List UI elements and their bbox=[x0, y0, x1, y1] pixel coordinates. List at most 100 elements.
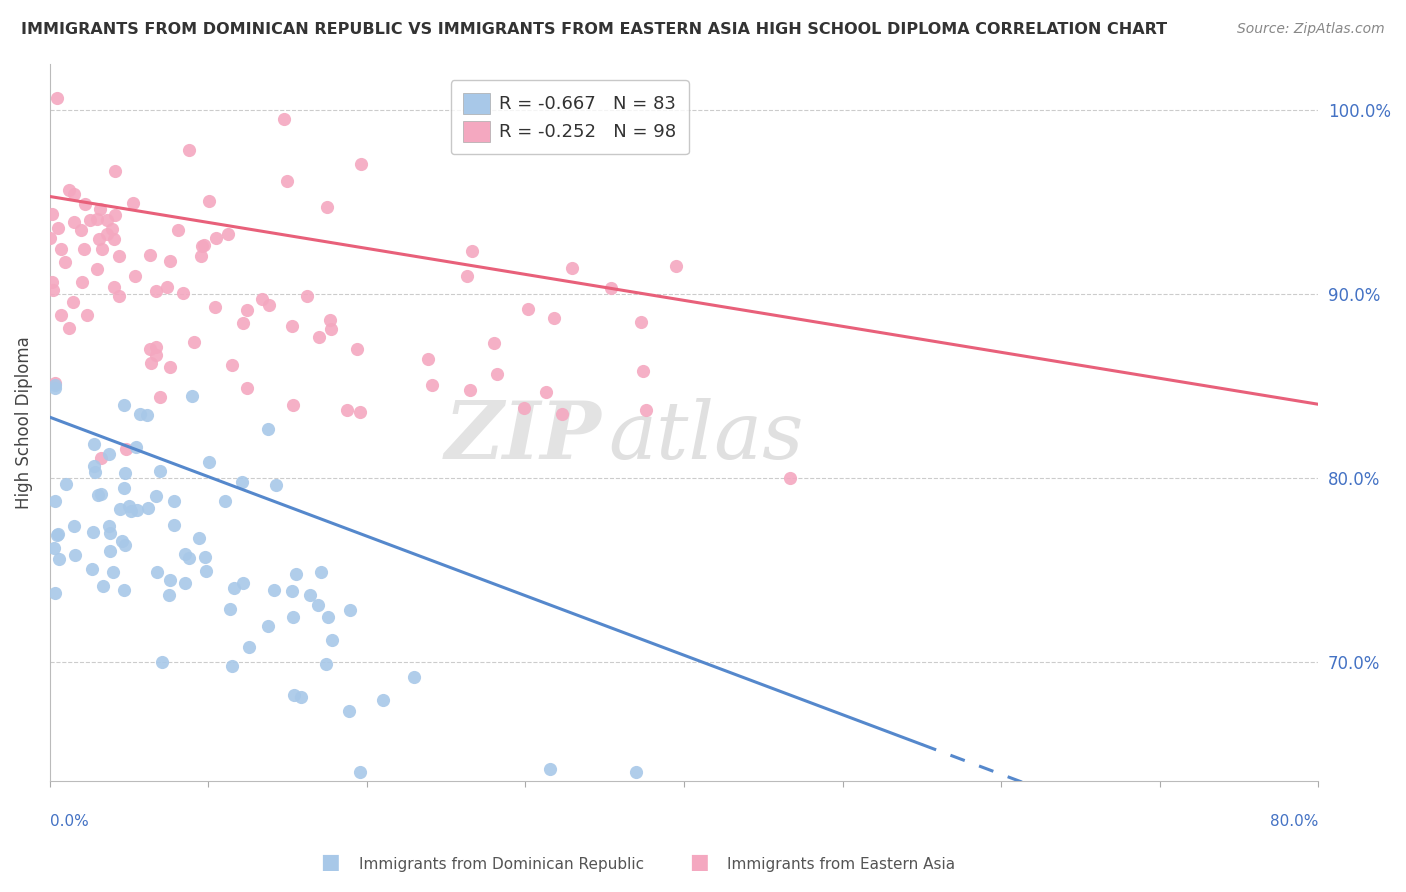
Text: Immigrants from Eastern Asia: Immigrants from Eastern Asia bbox=[727, 857, 955, 872]
Point bbox=[205, 231, 228, 245]
Point bbox=[219, 601, 242, 615]
Point bbox=[108, 249, 131, 263]
Point bbox=[86, 262, 108, 277]
Point bbox=[97, 519, 120, 533]
Point bbox=[194, 549, 217, 564]
Point bbox=[63, 548, 86, 562]
Point bbox=[146, 565, 169, 579]
Point bbox=[58, 321, 80, 335]
Point bbox=[41, 207, 63, 221]
Point bbox=[44, 493, 66, 508]
Point bbox=[337, 704, 360, 718]
Point bbox=[420, 377, 443, 392]
Point bbox=[232, 575, 254, 590]
Point bbox=[73, 242, 96, 256]
Point bbox=[112, 481, 135, 495]
Point bbox=[263, 582, 285, 597]
Point bbox=[75, 197, 97, 211]
Point bbox=[42, 541, 65, 555]
Text: atlas: atlas bbox=[607, 398, 803, 475]
Point bbox=[285, 567, 308, 582]
Point bbox=[145, 489, 167, 503]
Point bbox=[339, 602, 361, 616]
Text: ZIP: ZIP bbox=[444, 398, 602, 475]
Point bbox=[91, 579, 114, 593]
Point bbox=[62, 519, 84, 533]
Point bbox=[89, 202, 111, 217]
Point bbox=[551, 407, 574, 421]
Point bbox=[484, 335, 506, 350]
Point bbox=[624, 765, 647, 780]
Point bbox=[321, 322, 343, 336]
Point bbox=[259, 298, 281, 312]
Point bbox=[145, 340, 167, 354]
Point bbox=[117, 499, 139, 513]
Point bbox=[534, 385, 557, 400]
Point bbox=[222, 581, 245, 595]
Point bbox=[79, 213, 101, 227]
Point bbox=[122, 195, 145, 210]
Point bbox=[90, 451, 112, 466]
Point bbox=[485, 367, 508, 381]
Point bbox=[231, 475, 253, 490]
Text: IMMIGRANTS FROM DOMINICAN REPUBLIC VS IMMIGRANTS FROM EASTERN ASIA HIGH SCHOOL D: IMMIGRANTS FROM DOMINICAN REPUBLIC VS IM… bbox=[21, 22, 1167, 37]
Point bbox=[600, 281, 623, 295]
Point bbox=[124, 269, 146, 284]
Point bbox=[191, 239, 214, 253]
Point bbox=[63, 215, 86, 229]
Point bbox=[136, 408, 159, 422]
Point bbox=[295, 289, 318, 303]
Point bbox=[299, 588, 322, 602]
Point bbox=[103, 232, 125, 246]
Point bbox=[82, 562, 104, 576]
Point bbox=[512, 401, 534, 415]
Point bbox=[458, 384, 481, 398]
Point bbox=[136, 500, 159, 515]
Point bbox=[149, 390, 172, 404]
Point bbox=[86, 211, 108, 226]
Text: Source: ZipAtlas.com: Source: ZipAtlas.com bbox=[1237, 22, 1385, 37]
Point bbox=[280, 318, 302, 333]
Point bbox=[42, 284, 65, 298]
Point bbox=[138, 342, 160, 356]
Point bbox=[83, 459, 105, 474]
Point bbox=[83, 437, 105, 451]
Point bbox=[198, 454, 221, 468]
Point bbox=[87, 488, 110, 502]
Point bbox=[264, 477, 287, 491]
Point bbox=[44, 586, 66, 600]
Point bbox=[53, 254, 76, 268]
Point bbox=[371, 693, 394, 707]
Point bbox=[159, 254, 181, 268]
Point bbox=[193, 237, 215, 252]
Point bbox=[44, 378, 66, 392]
Point bbox=[76, 308, 98, 322]
Point bbox=[49, 308, 72, 322]
Point bbox=[276, 174, 298, 188]
Point bbox=[156, 280, 179, 294]
Point bbox=[173, 576, 195, 591]
Point bbox=[257, 422, 280, 436]
Point bbox=[183, 334, 205, 349]
Point bbox=[46, 91, 69, 105]
Point bbox=[112, 582, 135, 597]
Point bbox=[177, 143, 200, 157]
Point bbox=[139, 247, 162, 261]
Text: Immigrants from Dominican Republic: Immigrants from Dominican Republic bbox=[359, 857, 644, 872]
Point bbox=[84, 465, 107, 479]
Point bbox=[141, 356, 163, 370]
Point bbox=[198, 194, 221, 208]
Point bbox=[631, 364, 654, 378]
Point bbox=[173, 547, 195, 561]
Point bbox=[636, 402, 658, 417]
Point bbox=[250, 292, 273, 306]
Point bbox=[316, 200, 339, 214]
Point bbox=[281, 398, 304, 412]
Point bbox=[114, 467, 136, 481]
Point bbox=[664, 259, 686, 273]
Point bbox=[538, 762, 561, 776]
Point bbox=[44, 381, 66, 395]
Point bbox=[350, 157, 373, 171]
Point bbox=[456, 268, 478, 283]
Point bbox=[318, 313, 340, 327]
